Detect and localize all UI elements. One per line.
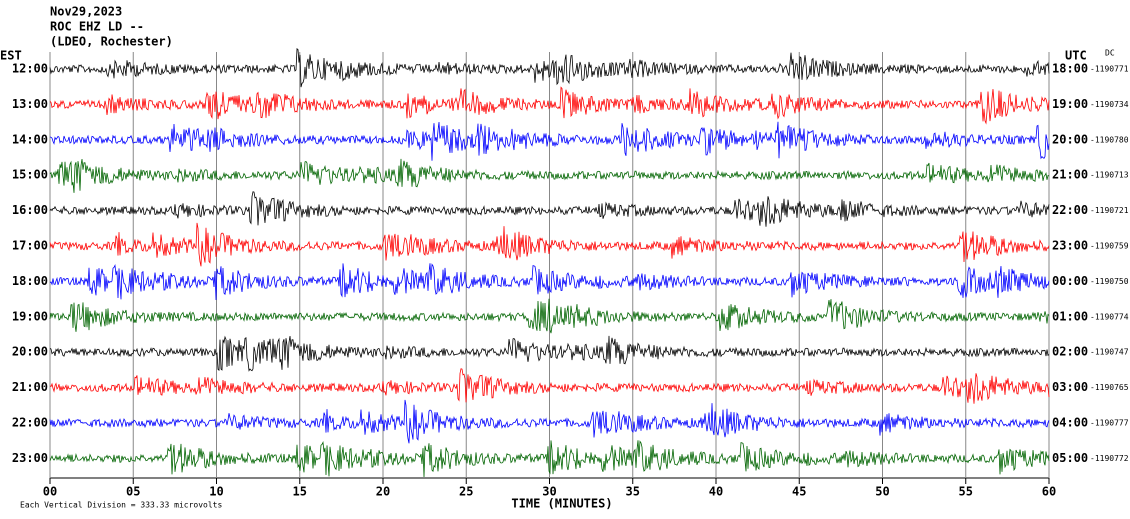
- dc-value: -1190774: [1090, 312, 1129, 321]
- est-label: 17:00: [12, 239, 48, 253]
- trace: [49, 399, 1050, 444]
- x-tick-label: 30: [542, 485, 556, 499]
- right-axis-label: UTC: [1065, 49, 1087, 63]
- trace: [49, 335, 1050, 372]
- utc-label: 01:00: [1052, 309, 1088, 323]
- trace: [49, 47, 1050, 88]
- x-tick-label: 15: [293, 485, 307, 499]
- x-tick-label: 10: [209, 485, 223, 499]
- title-line: Nov29,2023: [50, 5, 122, 19]
- x-tick-label: 25: [459, 485, 473, 499]
- est-label: 19:00: [12, 309, 48, 323]
- utc-label: 20:00: [1052, 132, 1088, 146]
- title-line: ROC EHZ LD --: [50, 20, 144, 34]
- trace: [49, 368, 1050, 404]
- dc-value: -1190747: [1090, 348, 1129, 357]
- dc-value: -1190734: [1090, 100, 1129, 109]
- x-tick-label: 60: [1042, 485, 1056, 499]
- est-label: 20:00: [12, 345, 48, 359]
- est-label: 13:00: [12, 97, 48, 111]
- x-tick-label: 50: [875, 485, 889, 499]
- est-label: 21:00: [12, 380, 48, 394]
- utc-label: 05:00: [1052, 451, 1088, 465]
- x-axis-label: TIME (MINUTES): [511, 497, 612, 511]
- est-label: 12:00: [12, 62, 48, 76]
- trace: [49, 121, 1050, 161]
- dc-value: -1190780: [1090, 135, 1129, 144]
- utc-label: 18:00: [1052, 62, 1088, 76]
- utc-label: 02:00: [1052, 345, 1088, 359]
- x-tick-label: 35: [626, 485, 640, 499]
- utc-label: 04:00: [1052, 416, 1088, 430]
- trace: [49, 222, 1050, 267]
- est-label: 22:00: [12, 416, 48, 430]
- trace: [49, 263, 1050, 301]
- trace: [49, 158, 1050, 193]
- est-label: 15:00: [12, 168, 48, 182]
- dc-value: -1190721: [1090, 206, 1129, 215]
- x-tick-label: 05: [126, 485, 140, 499]
- left-axis-label: EST: [0, 49, 22, 63]
- dc-value: -1190771: [1090, 65, 1129, 74]
- est-label: 14:00: [12, 132, 48, 146]
- dc-value: -1190772: [1090, 454, 1129, 463]
- dc-value: -1190777: [1090, 419, 1129, 428]
- dc-value: -1190750: [1090, 277, 1129, 286]
- title-line: (LDEO, Rochester): [50, 35, 173, 49]
- utc-label: 23:00: [1052, 239, 1088, 253]
- footer: Each Vertical Division = 333.33 microvol…: [20, 501, 222, 510]
- utc-label: 19:00: [1052, 97, 1088, 111]
- x-tick-label: 00: [43, 485, 57, 499]
- dc-value: -1190713: [1090, 171, 1129, 180]
- dc-value: -1190759: [1090, 242, 1129, 251]
- trace: [49, 86, 1050, 125]
- trace: [49, 440, 1050, 478]
- x-tick-label: 45: [792, 485, 806, 499]
- x-tick-label: 20: [376, 485, 390, 499]
- dc-label: DC: [1105, 49, 1115, 58]
- utc-label: 00:00: [1052, 274, 1088, 288]
- trace: [49, 191, 1050, 227]
- utc-label: 21:00: [1052, 168, 1088, 182]
- x-tick-label: 40: [709, 485, 723, 499]
- est-label: 23:00: [12, 451, 48, 465]
- x-tick-label: 55: [959, 485, 973, 499]
- trace: [49, 298, 1050, 334]
- utc-label: 22:00: [1052, 203, 1088, 217]
- dc-value: -1190765: [1090, 383, 1129, 392]
- utc-label: 03:00: [1052, 380, 1088, 394]
- est-label: 16:00: [12, 203, 48, 217]
- est-label: 18:00: [12, 274, 48, 288]
